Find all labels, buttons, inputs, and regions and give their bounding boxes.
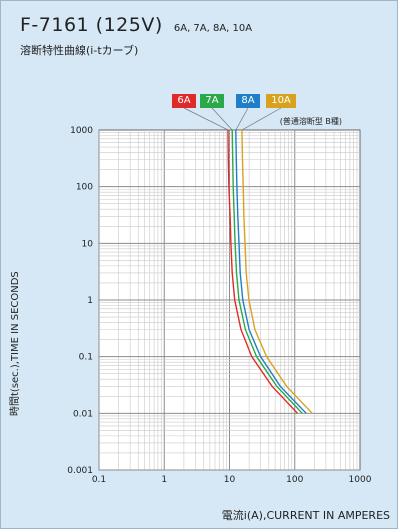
chart-title: F-7161 (125V) — [20, 14, 163, 36]
legend-7a-label: 7A — [205, 95, 219, 106]
chart-ratings: 6A, 7A, 8A, 10A — [173, 23, 253, 34]
y-axis-label: 時間t(sec.),TIME IN SECONDS — [10, 271, 21, 416]
series-line-10a — [241, 129, 313, 414]
legend-leader-8a — [235, 107, 249, 131]
chart-subtitle: 溶断特性曲線(i-tカーブ) — [20, 44, 139, 57]
legend-10a: 10A — [266, 94, 296, 108]
legend-leader-7a — [211, 107, 233, 131]
series-lines — [227, 129, 313, 414]
x-tick-label: 1000 — [349, 475, 372, 485]
y-tick-label: 0.01 — [73, 409, 93, 419]
y-tick-label: 0.1 — [79, 353, 93, 363]
y-tick-label: 0.001 — [67, 466, 93, 476]
x-tick-label: 10 — [224, 475, 236, 485]
legend-6a-label: 6A — [177, 95, 191, 106]
x-axis-label: 電流i(A),CURRENT IN AMPERES — [221, 509, 390, 522]
tick-labels: 0.1 1 10 100 1000 1000 100 10 1 0.1 0.01 0.001 — [67, 126, 371, 485]
legend-6a: 6A — [172, 94, 196, 108]
series-line-7a — [231, 129, 303, 414]
y-tick-label: 1000 — [70, 126, 93, 136]
legend-leader-6a — [183, 107, 229, 131]
legend-8a-label: 8A — [241, 95, 255, 106]
x-tick-label: 0.1 — [92, 475, 106, 485]
legend-7a: 7A — [200, 94, 224, 108]
fuse-type-note: (普通溶断型 B種) — [280, 116, 342, 126]
x-tick-label: 1 — [161, 475, 167, 485]
legend-leader-10a — [241, 107, 282, 131]
y-tick-label: 100 — [76, 183, 93, 193]
legend-8a: 8A — [236, 94, 260, 108]
series-line-6a — [227, 129, 299, 414]
legend-10a-label: 10A — [271, 95, 291, 106]
y-tick-label: 1 — [87, 296, 93, 306]
y-tick-label: 10 — [82, 239, 94, 249]
title-row: F-7161 (125V) 6A, 7A, 8A, 10A — [20, 14, 252, 36]
legend-leaders — [183, 107, 282, 131]
series-line-8a — [235, 129, 307, 414]
x-tick-label: 100 — [286, 475, 303, 485]
